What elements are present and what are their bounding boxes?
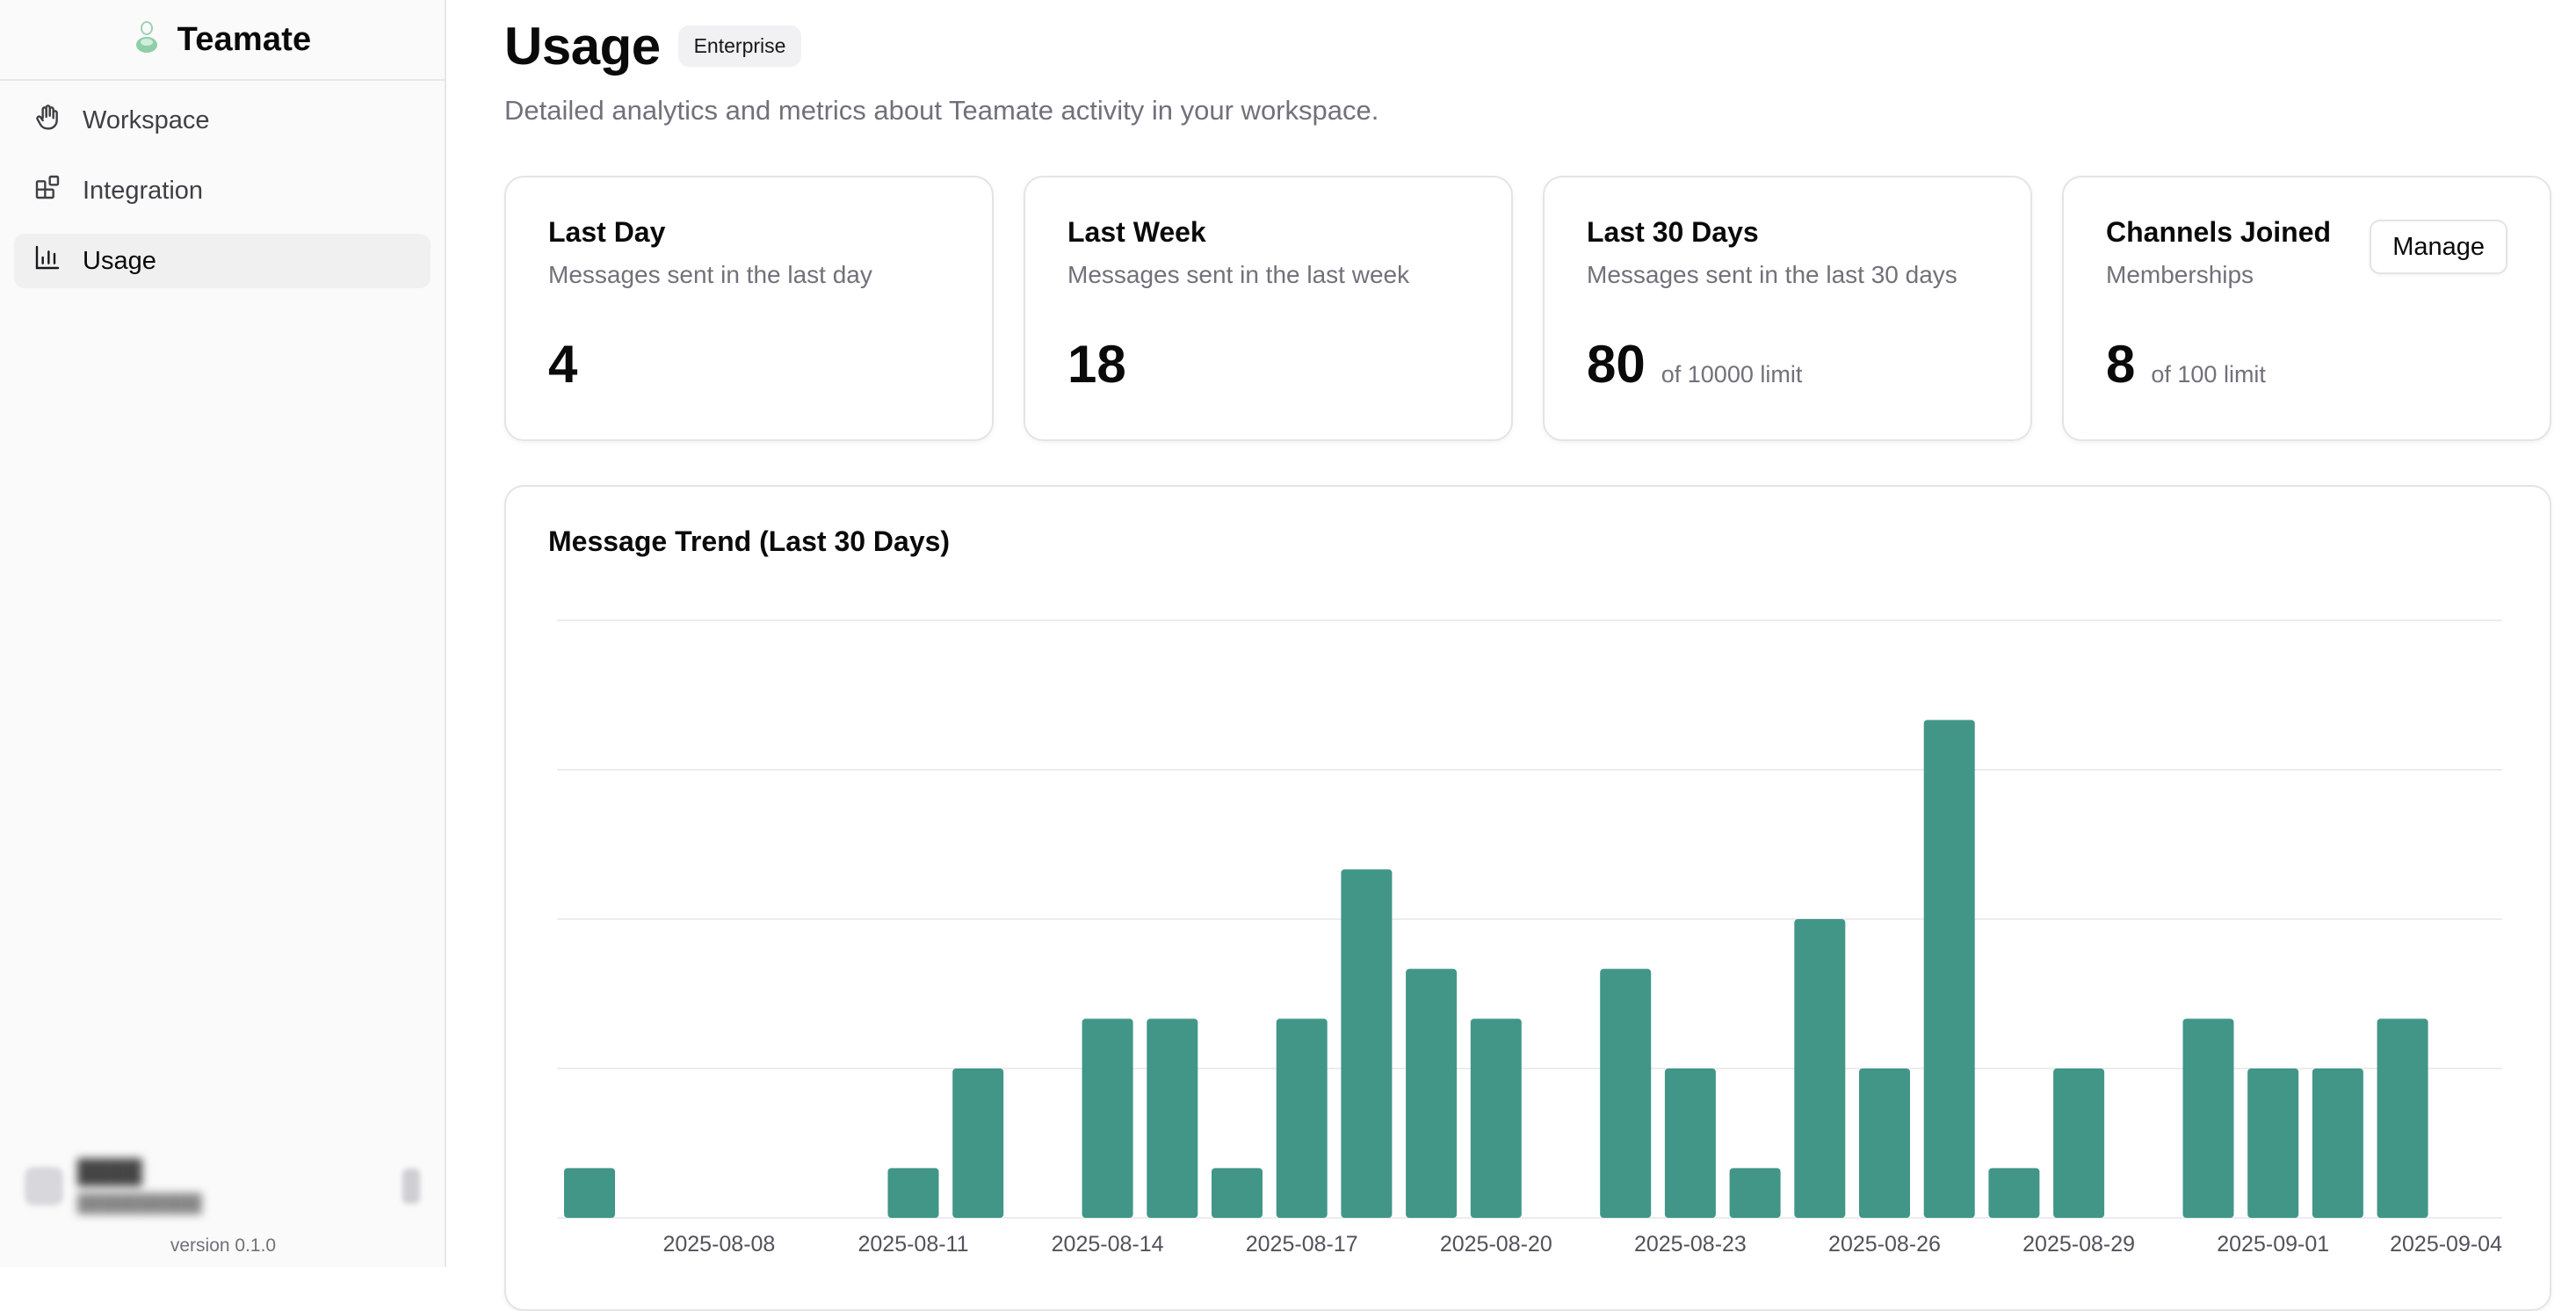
chart-bar-2025-08-18[interactable] <box>1341 869 1393 1218</box>
brand[interactable]: Teamate <box>0 0 445 81</box>
x-tick-label: 2025-09-04 <box>2390 1232 2502 1257</box>
chart-bar-2025-08-24[interactable] <box>1729 1168 1781 1218</box>
sidebar-item-workspace[interactable]: Workspace <box>14 93 431 148</box>
x-tick-label: 2025-08-23 <box>1634 1232 1747 1257</box>
sidebar-item-usage[interactable]: Usage <box>14 234 431 288</box>
card-value-group: 80 of 10000 limit <box>1587 334 1802 395</box>
card-description: Messages sent in the last 30 days <box>1587 261 1957 288</box>
chart-bar-2025-08-28[interactable] <box>1988 1168 2040 1218</box>
x-tick-label: 2025-08-20 <box>1440 1232 1552 1257</box>
plan-badge: Enterprise <box>677 25 802 67</box>
page-title: Usage <box>504 17 661 76</box>
stat-card-last-day: Last Day Messages sent in the last day 4 <box>504 176 994 441</box>
chart-bar-2025-08-15[interactable] <box>1147 1018 1198 1218</box>
user-email-redacted: ██████████ <box>77 1194 202 1213</box>
user-name-redacted: ████ <box>77 1158 142 1184</box>
card-value-group: 8 of 100 limit <box>2106 334 2266 395</box>
card-title: Last 30 Days <box>1587 216 1759 248</box>
card-value-group: 4 <box>548 334 577 395</box>
app-version: version 0.1.0 <box>170 1235 277 1256</box>
stats-cards: Last Day Messages sent in the last day 4… <box>504 176 2551 441</box>
page-subtitle: Detailed analytics and metrics about Tea… <box>504 95 1379 126</box>
sidebar-item-label: Workspace <box>83 105 210 134</box>
chart-bar-2025-09-02[interactable] <box>2312 1068 2363 1218</box>
card-title: Channels Joined <box>2106 216 2332 248</box>
chart-bar-2025-09-01[interactable] <box>2247 1068 2299 1218</box>
x-tick-label: 2025-08-26 <box>1828 1232 1941 1257</box>
sidebar-nav: Workspace Integration Usage <box>0 81 445 316</box>
card-value: 80 <box>1587 335 1646 394</box>
card-description: Messages sent in the last week <box>1067 261 1410 288</box>
card-value: 8 <box>2106 335 2136 394</box>
chart-bar-2025-08-29[interactable] <box>2053 1068 2105 1218</box>
sidebar-item-label: Usage <box>83 246 156 275</box>
card-title: Last Day <box>548 216 666 248</box>
message-trend-chart: 2025-08-08 2025-08-11 2025-08-14 2025-08-17… <box>557 619 2502 1257</box>
chart-bar-2025-08-06[interactable] <box>564 1168 615 1218</box>
chart-bar-2025-08-26[interactable] <box>1859 1068 1910 1218</box>
chart-bar-2025-08-31[interactable] <box>2182 1018 2234 1218</box>
app-name: Teamate <box>177 20 312 58</box>
chart-title: Message Trend (Last 30 Days) <box>548 525 951 557</box>
chart-bar-2025-08-11[interactable] <box>887 1168 939 1218</box>
x-tick-label: 2025-08-11 <box>857 1232 968 1257</box>
chart-bar-2025-08-16[interactable] <box>1212 1168 1263 1218</box>
sidebar-item-integration[interactable]: Integration <box>14 163 431 218</box>
x-tick-label: 2025-08-14 <box>1052 1232 1164 1257</box>
card-limit: of 10000 limit <box>1661 361 1803 388</box>
chart-bar-2025-08-22[interactable] <box>1600 968 1652 1218</box>
chart-bar-2025-08-12[interactable] <box>952 1068 1004 1218</box>
chart-bar-2025-08-17[interactable] <box>1276 1018 1328 1218</box>
user-menu[interactable]: ████ ██████████ <box>25 1151 420 1221</box>
sidebar: Teamate Workspace Integration <box>0 0 446 1267</box>
chart-bar-2025-09-03[interactable] <box>2377 1018 2428 1218</box>
chart-bar-2025-08-14[interactable] <box>1082 1018 1133 1218</box>
stat-card-last-30-days: Last 30 Days Messages sent in the last 3… <box>1543 176 2032 441</box>
x-tick-label: 2025-08-29 <box>2022 1232 2135 1257</box>
sidebar-item-label: Integration <box>83 176 204 205</box>
message-trend-chart-card: Message Trend (Last 30 Days) 2025-08-08 2… <box>504 485 2551 1311</box>
x-tick-label: 2025-08-17 <box>1246 1232 1358 1257</box>
stat-card-channels-joined: Channels Joined Memberships Manage 8 of … <box>2062 176 2551 441</box>
stat-card-last-week: Last Week Messages sent in the last week… <box>1024 176 1513 441</box>
card-description: Memberships <box>2106 261 2254 288</box>
chart-bar-2025-08-23[interactable] <box>1664 1068 1716 1218</box>
teamate-logo-icon <box>134 20 160 60</box>
chart-bar-2025-08-25[interactable] <box>1794 919 1846 1218</box>
chart-bar-2025-08-19[interactable] <box>1406 968 1458 1218</box>
page-header: Usage Enterprise <box>504 16 802 76</box>
bar-chart-icon <box>33 243 62 279</box>
x-tick-label: 2025-09-01 <box>2217 1232 2329 1257</box>
card-limit: of 100 limit <box>2151 361 2266 388</box>
manage-channels-button[interactable]: Manage <box>2370 220 2507 274</box>
card-value: 4 <box>548 335 578 394</box>
card-value: 18 <box>1067 335 1126 394</box>
chart-bar-2025-08-27[interactable] <box>1923 720 1975 1218</box>
card-title: Last Week <box>1067 216 1206 248</box>
hand-icon <box>33 103 62 138</box>
chart-bar-2025-08-20[interactable] <box>1470 1018 1522 1218</box>
x-tick-label: 2025-08-08 <box>662 1232 775 1257</box>
more-icon[interactable] <box>402 1169 420 1204</box>
avatar <box>25 1167 63 1206</box>
blocks-icon <box>33 173 62 208</box>
card-value-group: 18 <box>1067 334 1126 395</box>
card-description: Messages sent in the last day <box>548 261 872 288</box>
user-info-redacted: ████ ██████████ <box>77 1158 388 1214</box>
